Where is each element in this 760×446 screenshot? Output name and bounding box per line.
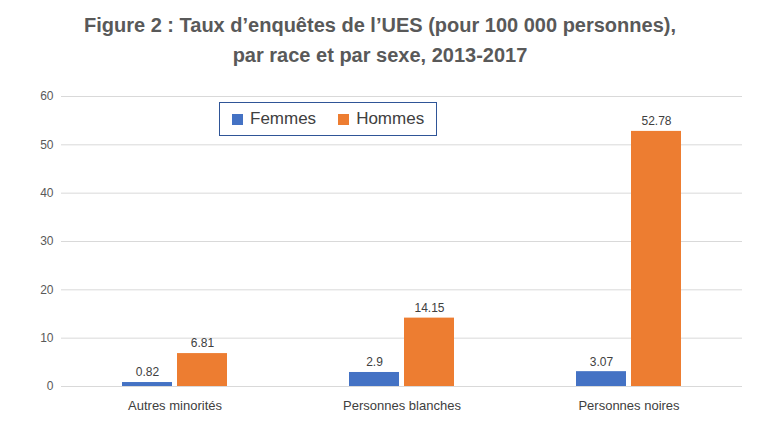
html-text:Femmes: Femmes xyxy=(250,109,317,128)
html-text:Figure 2 : Taux d’enquêtes de: Figure 2 : Taux d’enquêtes de l’UES (pou… xyxy=(84,14,676,36)
svg-text:Autres minorités: Autres minorités xyxy=(128,398,222,413)
html-text:par race et par sexe, 2013-201: par race et par sexe, 2013-2017 xyxy=(232,44,528,66)
svg-text:2.9: 2.9 xyxy=(366,355,383,369)
svg-text:40: 40 xyxy=(40,186,54,200)
svg-text:0.82: 0.82 xyxy=(136,365,160,379)
svg-text:50: 50 xyxy=(40,138,54,152)
svg-text:3.07: 3.07 xyxy=(590,355,614,369)
svg-text:60: 60 xyxy=(40,89,54,103)
svg-text:14.15: 14.15 xyxy=(414,301,444,315)
svg-text:20: 20 xyxy=(40,283,54,297)
svg-text:Personnes noires: Personnes noires xyxy=(578,398,680,413)
svg-text:6.81: 6.81 xyxy=(191,336,215,350)
svg-text:30: 30 xyxy=(40,234,54,248)
svg-text:0: 0 xyxy=(47,379,54,393)
svg-text:Personnes blanches: Personnes blanches xyxy=(343,398,461,413)
html-text:Hommes: Hommes xyxy=(356,109,425,128)
svg-text:52.78: 52.78 xyxy=(641,114,671,128)
svg-text:10: 10 xyxy=(40,331,54,345)
